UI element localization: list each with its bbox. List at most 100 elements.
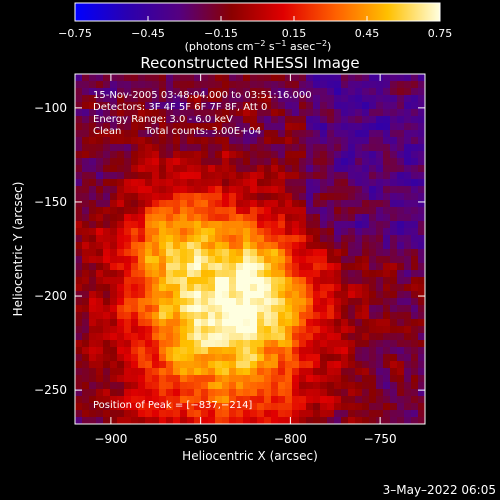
y-tick-label: −150 xyxy=(34,195,67,209)
heatmap-cell xyxy=(117,368,125,376)
heatmap-cell xyxy=(110,242,118,250)
heatmap-cell xyxy=(117,270,125,278)
heatmap-cell xyxy=(292,74,300,82)
heatmap-cell xyxy=(138,263,146,271)
heatmap-cell xyxy=(418,389,425,397)
heatmap-cell xyxy=(194,214,202,222)
heatmap-cell xyxy=(103,165,111,173)
heatmap-cell xyxy=(257,144,265,152)
heatmap-cell xyxy=(390,389,398,397)
heatmap-cell xyxy=(173,284,181,292)
heatmap-cell xyxy=(173,333,181,341)
heatmap-cell xyxy=(418,151,425,159)
heatmap-cell xyxy=(278,130,286,138)
heatmap-cell xyxy=(152,263,160,271)
heatmap-cell xyxy=(117,172,125,180)
heatmap-cell xyxy=(173,368,181,376)
heatmap-cell xyxy=(264,88,272,96)
heatmap-cell xyxy=(145,144,153,152)
heatmap-cell xyxy=(152,389,160,397)
heatmap-cell xyxy=(334,375,342,383)
heatmap-cell xyxy=(194,228,202,236)
heatmap-cell xyxy=(250,200,258,208)
heatmap-cell xyxy=(257,151,265,159)
heatmap-cell xyxy=(159,193,167,201)
heatmap-cell xyxy=(103,179,111,187)
heatmap-cell xyxy=(96,165,104,173)
heatmap-cell xyxy=(327,95,335,103)
heatmap-cell xyxy=(117,249,125,257)
heatmap-cell xyxy=(208,193,216,201)
heatmap-cell xyxy=(376,312,384,320)
heatmap-cell xyxy=(82,200,90,208)
heatmap-cell xyxy=(243,242,251,250)
heatmap-cell xyxy=(313,158,321,166)
heatmap-cell xyxy=(292,144,300,152)
heatmap-cell xyxy=(194,81,202,89)
heatmap-cell xyxy=(201,165,209,173)
heatmap-cell xyxy=(166,116,174,124)
heatmap-cell xyxy=(271,102,279,110)
heatmap-cell xyxy=(110,410,118,418)
heatmap-cell xyxy=(355,368,363,376)
heatmap-cell xyxy=(257,403,265,411)
heatmap-cell xyxy=(159,228,167,236)
heatmap-cell xyxy=(390,375,398,383)
heatmap-cell xyxy=(173,277,181,285)
heatmap-cell xyxy=(362,172,370,180)
heatmap-cell xyxy=(89,291,97,299)
heatmap-cell xyxy=(390,158,398,166)
heatmap-cell xyxy=(355,88,363,96)
heatmap-cell xyxy=(96,95,104,103)
heatmap-cell xyxy=(152,326,160,334)
heatmap-cell xyxy=(285,326,293,334)
heatmap-cell xyxy=(327,375,335,383)
heatmap-cell xyxy=(320,130,328,138)
heatmap-cell xyxy=(418,291,425,299)
heatmap-cell xyxy=(187,81,195,89)
heatmap-cell xyxy=(180,74,188,82)
heatmap-cell xyxy=(229,88,237,96)
heatmap-cell xyxy=(222,312,230,320)
heatmap-cell xyxy=(103,263,111,271)
heatmap-cell xyxy=(313,319,321,327)
heatmap-cell xyxy=(229,81,237,89)
heatmap-cell xyxy=(313,312,321,320)
heatmap-cell xyxy=(250,123,258,131)
heatmap-cell xyxy=(250,375,258,383)
heatmap-cell xyxy=(159,410,167,418)
heatmap-cell xyxy=(110,235,118,243)
heatmap-cell xyxy=(327,123,335,131)
heatmap-cell xyxy=(404,179,412,187)
heatmap-cell xyxy=(145,123,153,131)
heatmap-cell xyxy=(376,284,384,292)
heatmap-cell xyxy=(96,116,104,124)
heatmap-cell xyxy=(173,382,181,390)
heatmap-cell xyxy=(152,207,160,215)
heatmap-cell xyxy=(117,179,125,187)
heatmap-cell xyxy=(362,249,370,257)
heatmap-cell xyxy=(82,256,90,264)
heatmap-cell xyxy=(215,410,223,418)
heatmap-cell xyxy=(327,235,335,243)
heatmap-cell xyxy=(236,130,244,138)
heatmap-cell xyxy=(236,214,244,222)
heatmap-cell xyxy=(285,347,293,355)
heatmap-cell xyxy=(411,102,419,110)
heatmap-cell xyxy=(271,389,279,397)
heatmap-cell xyxy=(292,333,300,341)
heatmap-cell xyxy=(383,319,391,327)
heatmap-cell xyxy=(334,179,342,187)
heatmap-cell xyxy=(320,361,328,369)
heatmap-cell xyxy=(124,249,132,257)
heatmap-cell xyxy=(411,88,419,96)
heatmap-cell xyxy=(369,410,377,418)
heatmap-cell xyxy=(145,417,153,424)
heatmap-cell xyxy=(257,291,265,299)
heatmap-cell xyxy=(376,319,384,327)
heatmap-cell xyxy=(201,172,209,180)
heatmap-cell xyxy=(376,123,384,131)
heatmap-cell xyxy=(390,256,398,264)
heatmap-cell xyxy=(334,102,342,110)
heatmap-cell xyxy=(376,263,384,271)
